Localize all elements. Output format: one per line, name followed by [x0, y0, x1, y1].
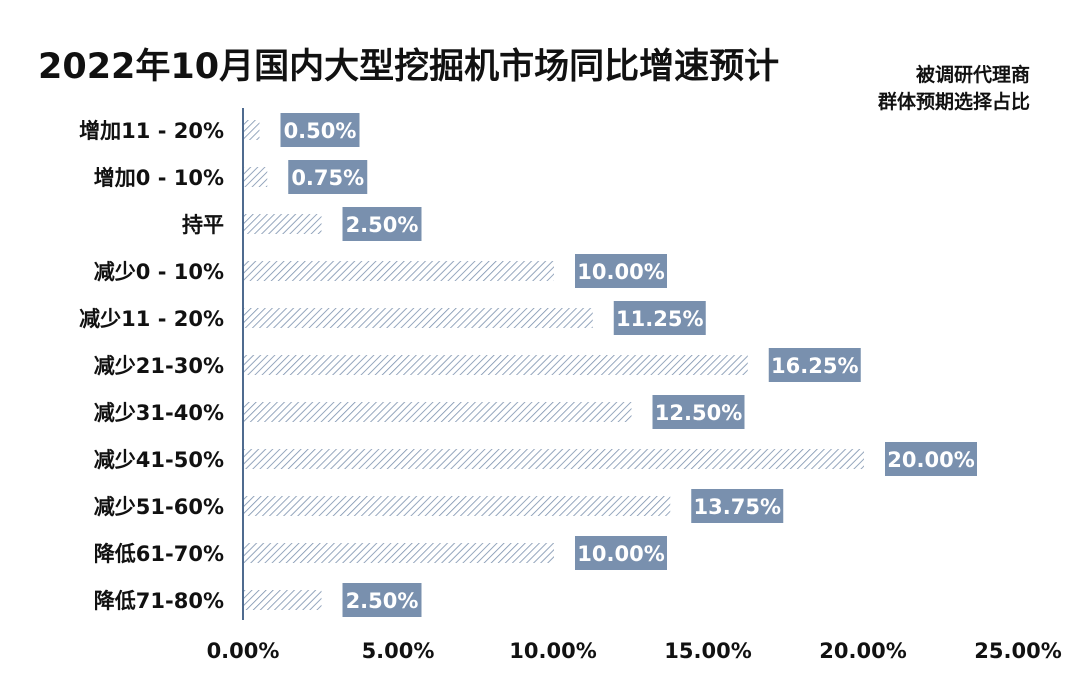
bar	[244, 214, 322, 234]
data-label-box	[575, 536, 667, 570]
bar	[244, 543, 554, 563]
data-label: 12.50%	[655, 401, 742, 425]
bar	[244, 590, 322, 610]
x-tick-label: 15.00%	[664, 639, 751, 663]
x-tick-label: 10.00%	[509, 639, 596, 663]
legend-line-1: 被调研代理商	[915, 64, 1030, 86]
data-label-box	[613, 301, 706, 335]
chart-legend: 被调研代理商 群体预期选择占比	[878, 62, 1030, 116]
data-label: 10.00%	[577, 542, 664, 566]
data-label: 10.00%	[577, 260, 664, 284]
data-label: 0.50%	[284, 119, 357, 143]
data-label-box	[342, 583, 422, 617]
data-label: 2.50%	[346, 589, 419, 613]
data-label-box	[280, 113, 360, 147]
data-label: 11.25%	[616, 307, 703, 331]
x-tick-label: 0.00%	[207, 639, 280, 663]
data-label-box	[885, 442, 977, 476]
data-label-box	[691, 489, 784, 523]
data-label: 13.75%	[694, 495, 781, 519]
category-label: 减少21-30%	[94, 354, 224, 378]
category-label: 减少11 - 20%	[79, 307, 224, 331]
bar	[244, 402, 632, 422]
data-label: 20.00%	[887, 448, 974, 472]
data-label: 16.25%	[771, 354, 858, 378]
data-label-box	[288, 160, 368, 194]
bar	[244, 449, 864, 469]
x-tick-label: 5.00%	[362, 639, 435, 663]
bar	[244, 496, 671, 516]
category-label: 增加11 - 20%	[79, 119, 224, 143]
bar	[244, 261, 554, 281]
x-tick-label: 25.00%	[974, 639, 1061, 663]
category-label: 减少0 - 10%	[94, 260, 224, 284]
bar	[244, 355, 748, 375]
category-label: 减少51-60%	[94, 495, 224, 519]
category-label: 降低71-80%	[94, 589, 224, 613]
bar	[244, 120, 260, 140]
x-tick-label: 20.00%	[819, 639, 906, 663]
data-label-box	[342, 207, 422, 241]
data-label: 2.50%	[346, 213, 419, 237]
category-label: 降低61-70%	[94, 542, 224, 566]
data-label-box	[768, 348, 861, 382]
data-label-box	[575, 254, 667, 288]
category-label: 减少31-40%	[94, 401, 224, 425]
category-label: 减少41-50%	[94, 448, 224, 472]
data-label: 0.75%	[291, 166, 364, 190]
category-label: 增加0 - 10%	[94, 166, 224, 190]
chart-title: 2022年10月国内大型挖掘机市场同比增速预计	[38, 47, 780, 87]
legend-line-2: 群体预期选择占比	[877, 91, 1030, 113]
data-label-box	[652, 395, 745, 429]
category-label: 持平	[182, 213, 224, 237]
bar	[244, 167, 268, 187]
bar	[244, 308, 593, 328]
